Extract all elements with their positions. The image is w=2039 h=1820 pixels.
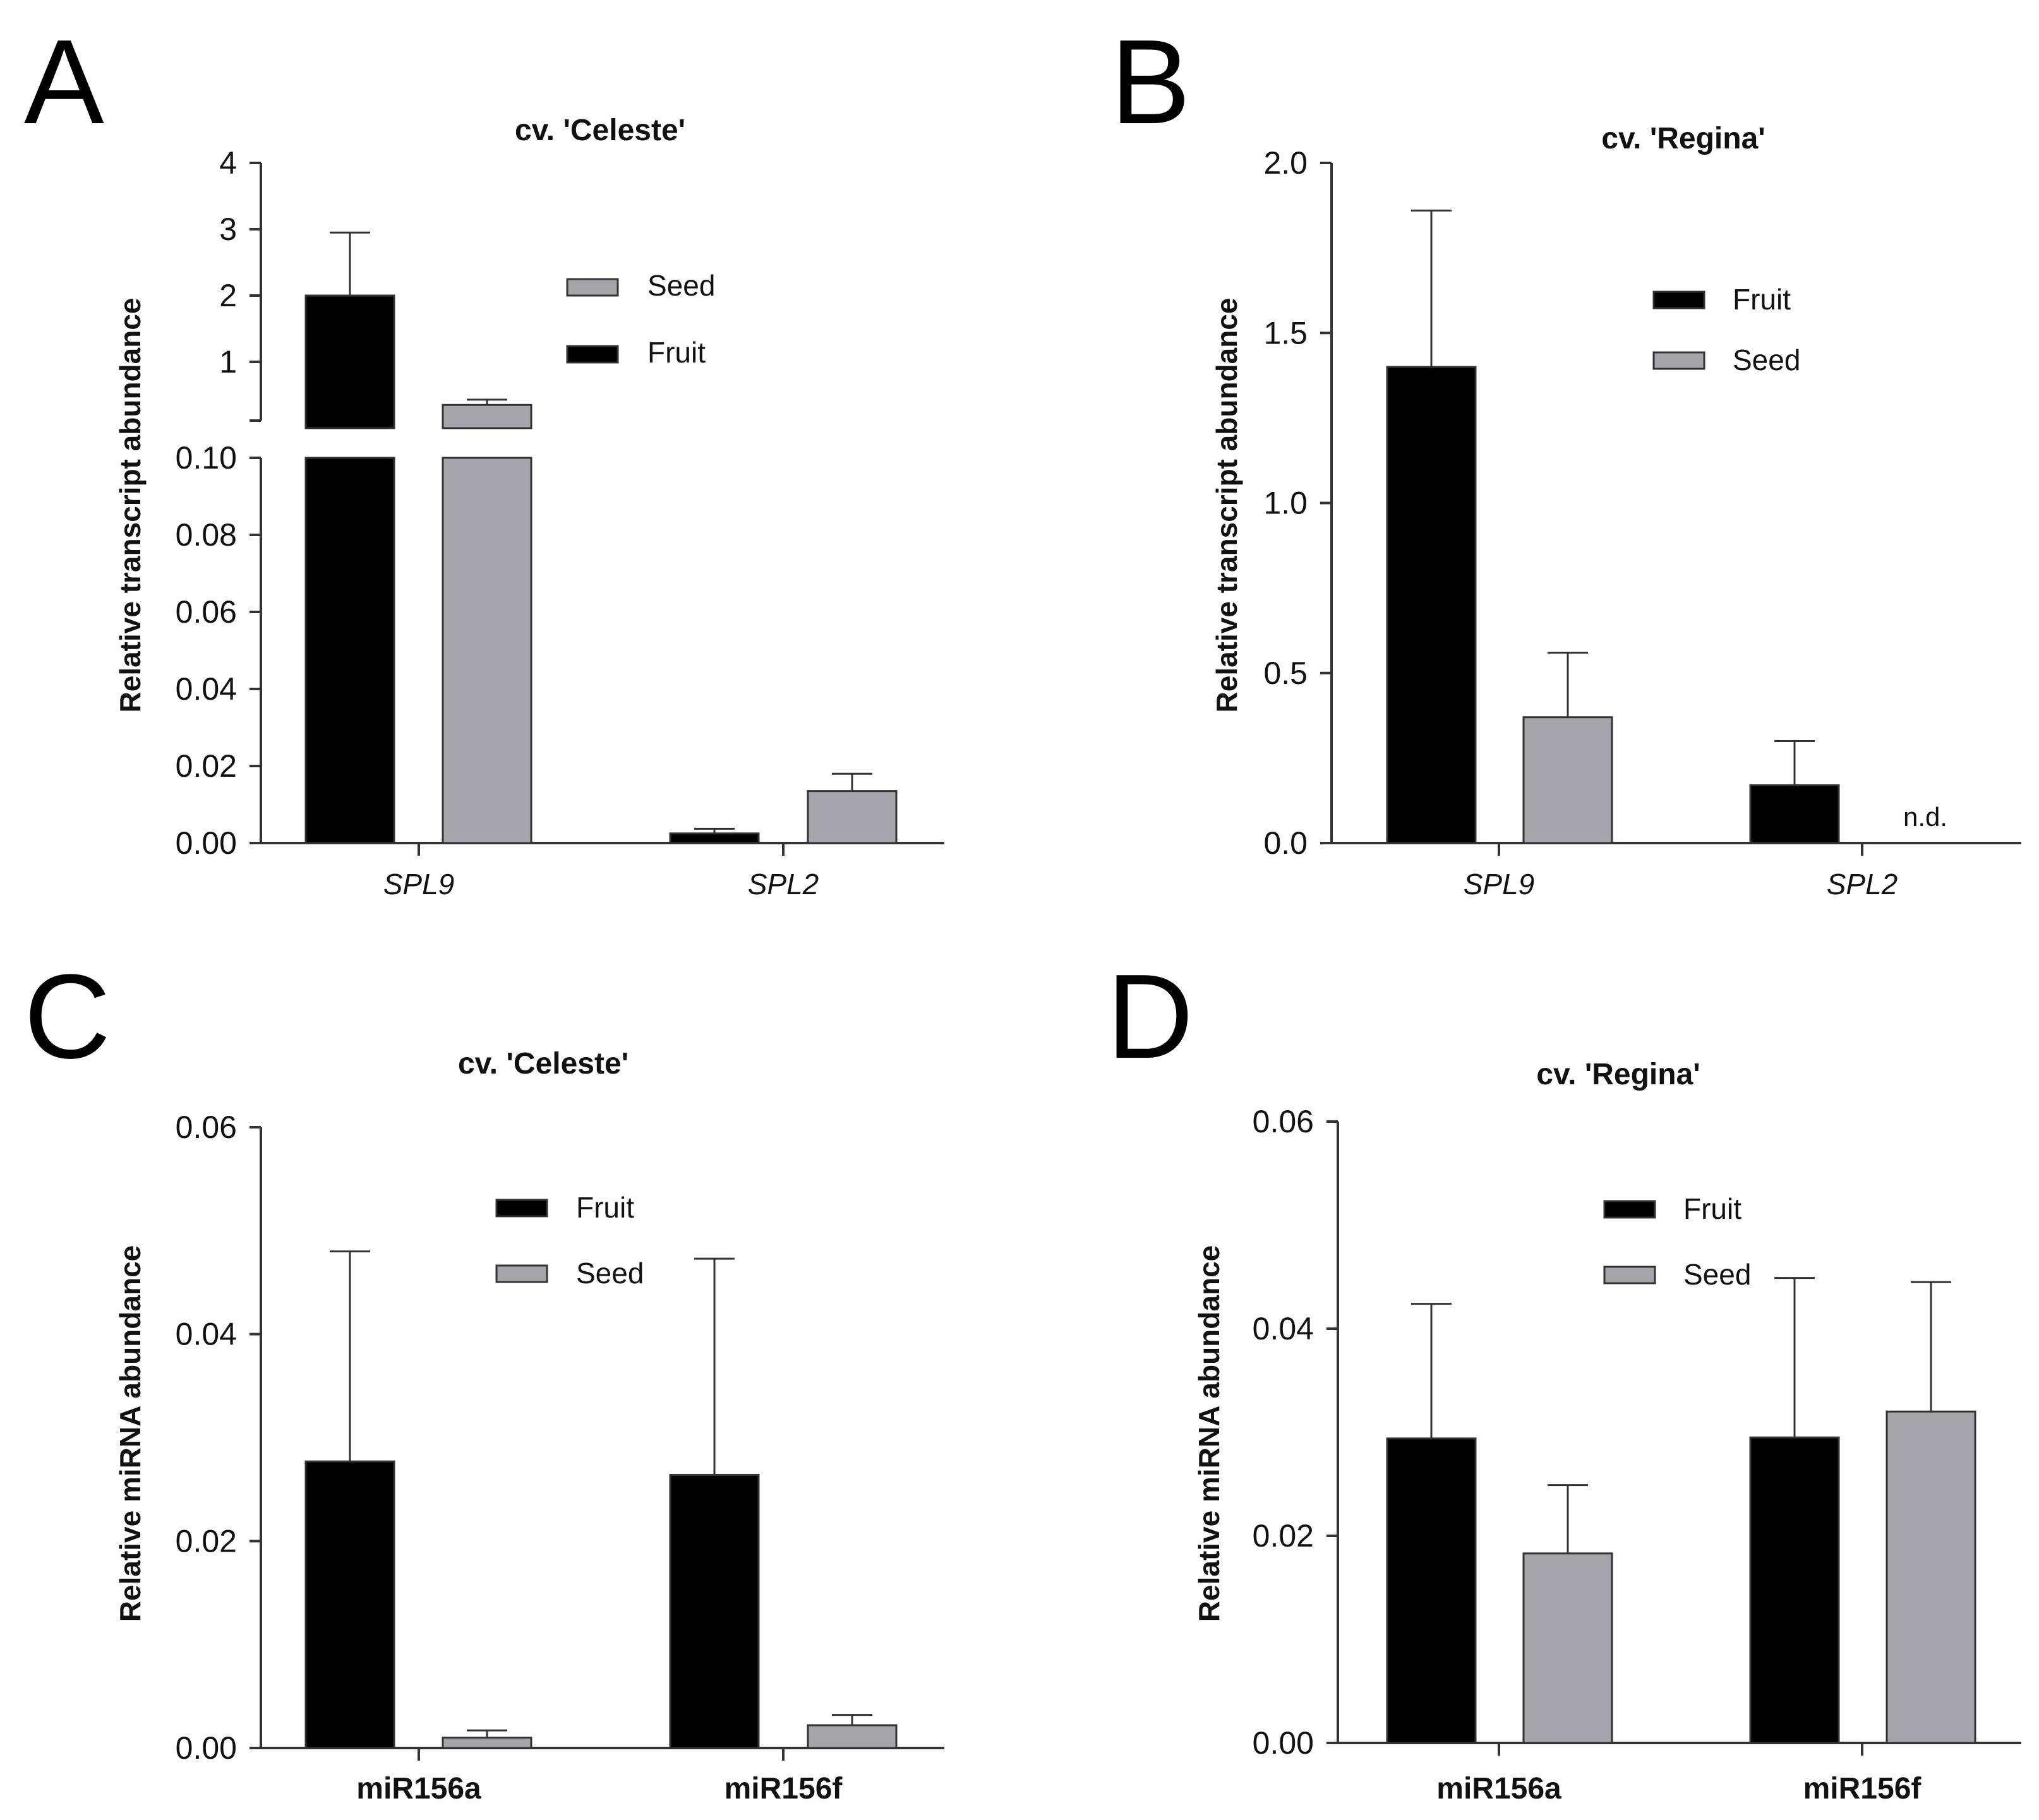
panel-c-legend-swatch-fruit (495, 1199, 548, 1218)
panel-d-legend: Fruit Seed (1603, 1192, 1751, 1291)
panel-c-bars (304, 1250, 898, 1749)
panel-b-legend-swatch-fruit (1652, 290, 1705, 309)
panel-d-legend-label-seed: Seed (1683, 1258, 1751, 1291)
panel-c-bar-seed-mir156f (807, 1724, 898, 1749)
panel-d-yticks: 0.00 0.02 0.04 0.06 (1253, 1104, 1338, 1761)
panel-c-bar-seed-mir156a (442, 1737, 532, 1749)
panel-a-ytick-label-008: 0.08 (176, 517, 237, 553)
panel-a-bars (304, 231, 898, 844)
panel-d-legend-label-fruit: Fruit (1683, 1192, 1741, 1225)
panel-a-ytick-label-000: 0.00 (176, 825, 237, 861)
panel-b-ytick-label-0: 0.0 (1263, 825, 1308, 861)
panel-a-bar-fruit-spl2 (669, 832, 760, 844)
panel-c-ytick-label-3: 0.06 (176, 1110, 237, 1145)
panel-d-ytick-label-1: 0.02 (1253, 1518, 1314, 1554)
panel-c-legend: Fruit Seed (495, 1191, 644, 1290)
panel-d-bar-fruit-mir156a (1386, 1437, 1477, 1744)
panel-c-legend-swatch-seed (495, 1264, 548, 1283)
panel-letter-c: C (24, 950, 111, 1084)
panel-b-yticks: 0.0 0.5 1.0 1.5 2.0 (1263, 145, 1332, 861)
panel-b-title: cv. 'Regina' (1601, 122, 1765, 155)
panel-c-bar-fruit-mir156f (669, 1473, 760, 1749)
panel-d-ytick-label-2: 0.04 (1253, 1311, 1314, 1346)
panel-d-bar-seed-mir156a (1522, 1552, 1613, 1744)
panel-a-legend-label-fruit: Fruit (647, 336, 706, 369)
panel-b-legend-label-fruit: Fruit (1733, 283, 1791, 316)
panel-b-not-detected-note: n.d. (1903, 802, 1947, 832)
panel-a-yticks-lower: 0.00 0.02 0.04 0.06 0.08 0.10 (176, 440, 261, 861)
panel-d: D cv. 'Regina' Relative miRNA abundance … (1107, 950, 2021, 1805)
panel-a-bar-seed-spl2 (807, 790, 898, 844)
panel-d-ytick-label-0: 0.00 (1253, 1725, 1314, 1761)
panel-d-legend-swatch-seed (1603, 1266, 1656, 1284)
panel-a-legend-swatch-seed (566, 278, 619, 297)
panel-c: C cv. 'Celeste' Relative miRNA abundance… (24, 950, 944, 1805)
panel-a-ytick-label-010: 0.10 (176, 440, 237, 476)
panel-d-bar-fruit-mir156f (1749, 1436, 1840, 1744)
panel-b-bar-fruit-spl9 (1386, 366, 1477, 844)
panel-d-category-label-mir156f: miR156f (1803, 1772, 1922, 1805)
panel-b-ytick-label-2: 1.0 (1263, 486, 1308, 521)
panel-c-category-label-mir156a: miR156a (356, 1772, 481, 1805)
panel-c-yticks: 0.00 0.02 0.04 0.06 (176, 1110, 261, 1766)
panel-a-ytick-label-4: 4 (219, 145, 237, 181)
panel-a-yticks-upper: 1 2 3 4 (219, 145, 261, 380)
panel-a-ytick-label-006: 0.06 (176, 594, 237, 630)
panel-a-category-label-spl2: SPL2 (748, 868, 819, 901)
panel-b-bar-fruit-spl2 (1749, 784, 1840, 844)
panel-letter-d: D (1107, 950, 1193, 1084)
panel-letter-b: B (1110, 15, 1191, 149)
panel-b-legend-swatch-seed (1652, 351, 1705, 370)
panel-c-bar-fruit-mir156a (304, 1460, 395, 1749)
panel-c-ytick-label-2: 0.04 (176, 1317, 237, 1352)
panel-b-ytick-label-3: 1.5 (1263, 315, 1308, 350)
panel-a-legend: Seed Fruit (566, 269, 715, 369)
panel-d-category-label-mir156a: miR156a (1436, 1772, 1561, 1805)
panel-b-legend: Fruit Seed (1652, 283, 1800, 376)
panel-a-y-axis-label: Relative transcript abundance (114, 298, 147, 713)
panel-a-bar-seed-spl9-upper (442, 404, 532, 429)
panel-a-bar-fruit-spl9-lower (304, 457, 395, 844)
panel-letter-a: A (24, 15, 104, 149)
panel-d-bars (1386, 1277, 1976, 1744)
panel-a-bar-fruit-spl9-upper (304, 294, 395, 429)
panel-b-ytick-label-4: 2.0 (1263, 145, 1308, 181)
panel-a-ytick-label-1: 1 (219, 344, 237, 380)
panel-a-legend-swatch-fruit (566, 345, 619, 364)
panel-c-category-label-mir156f: miR156f (725, 1772, 843, 1805)
panel-b: B cv. 'Regina' Relative transcript abund… (1110, 15, 2021, 901)
panel-b-category-label-spl9: SPL9 (1464, 868, 1535, 901)
panel-a-title: cv. 'Celeste' (515, 114, 685, 147)
panel-a-ytick-label-004: 0.04 (176, 671, 237, 707)
panel-a-ytick-label-002: 0.02 (176, 748, 237, 784)
panel-d-title: cv. 'Regina' (1536, 1058, 1700, 1091)
panel-c-legend-label-seed: Seed (576, 1257, 644, 1290)
panel-b-category-label-spl2: SPL2 (1827, 868, 1898, 901)
panel-b-legend-label-seed: Seed (1733, 344, 1800, 376)
panel-a-category-label-spl9: SPL9 (383, 868, 455, 901)
panel-d-bar-seed-mir156f (1886, 1410, 1976, 1744)
panel-c-y-axis-label: Relative miRNA abundance (114, 1245, 147, 1622)
panel-a-ytick-label-3: 3 (219, 212, 237, 247)
panel-c-legend-label-fruit: Fruit (576, 1191, 634, 1224)
panel-a-legend-label-seed: Seed (647, 269, 715, 302)
panel-b-ytick-label-1: 0.5 (1263, 656, 1308, 691)
panel-b-bar-seed-spl9 (1522, 716, 1613, 844)
panel-d-ytick-label-3: 0.06 (1253, 1104, 1314, 1139)
panel-c-ytick-label-1: 0.02 (176, 1523, 237, 1559)
panel-c-title: cv. 'Celeste' (458, 1047, 629, 1081)
panel-a: A cv. 'Celeste' Relative transcript abun… (24, 15, 944, 901)
panel-b-y-axis-label: Relative transcript abundance (1210, 298, 1243, 713)
panel-a-bar-seed-spl9-lower (442, 457, 532, 844)
panel-c-ytick-label-0: 0.00 (176, 1730, 237, 1766)
panel-d-y-axis-label: Relative miRNA abundance (1193, 1245, 1225, 1622)
panel-b-bars (1386, 209, 1840, 844)
panel-d-legend-swatch-fruit (1603, 1200, 1656, 1219)
panel-a-ytick-label-2: 2 (219, 278, 237, 313)
